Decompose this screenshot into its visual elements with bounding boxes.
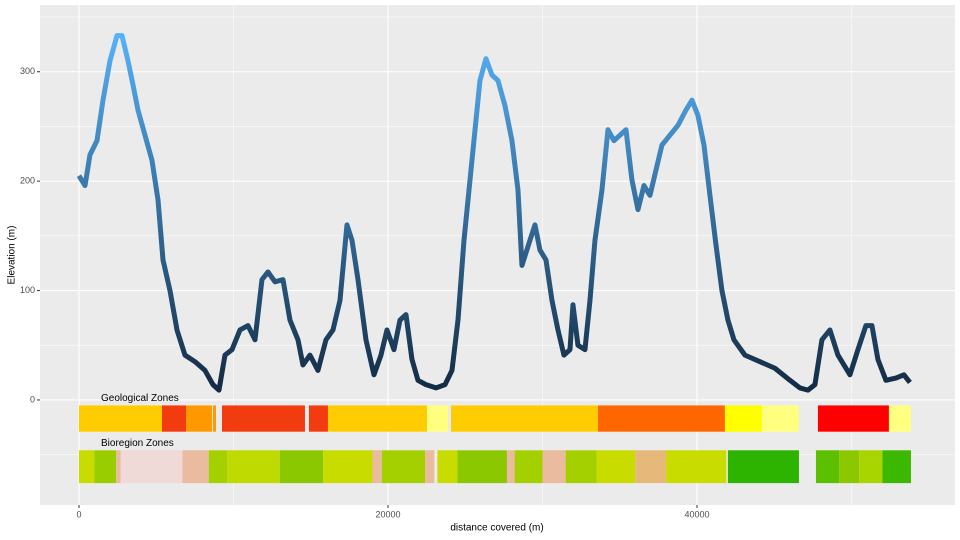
zone-segment <box>882 450 911 484</box>
zone-segment <box>327 405 427 432</box>
zone-segment <box>839 450 860 484</box>
zone-segment <box>565 450 597 484</box>
x-tick-label: 40000 <box>684 509 709 519</box>
zone-segment <box>426 405 448 432</box>
zone-segment <box>597 405 725 432</box>
zone-segment <box>761 405 799 432</box>
zone-segment <box>506 450 515 484</box>
zone-segment <box>78 405 162 432</box>
zone-segment <box>817 405 889 432</box>
zone-segment <box>666 450 727 484</box>
y-tick-label: 200 <box>20 176 35 186</box>
zone-segment <box>161 405 186 432</box>
zone-segment <box>888 405 911 432</box>
zone-segment <box>212 405 216 432</box>
zone-segment <box>208 450 228 484</box>
zone-segment <box>381 450 426 484</box>
y-tick-label: 100 <box>20 285 35 295</box>
zone-segment <box>78 450 95 484</box>
zone-segment <box>596 450 636 484</box>
x-axis-title: distance covered (m) <box>450 523 543 534</box>
elevation-line <box>76 33 912 393</box>
zone-segment <box>94 450 117 484</box>
zone-segment <box>815 450 840 484</box>
axes: 0 100 200 300 0 20000 40000 <box>20 66 710 519</box>
zone-segment <box>182 450 209 484</box>
zone-segment <box>450 405 598 432</box>
zone-segment <box>859 450 883 484</box>
zone-segment <box>120 450 183 484</box>
zone-segment <box>308 405 328 432</box>
zone-segment <box>227 450 280 484</box>
zone-segment <box>221 405 305 432</box>
zone-segment <box>116 450 121 484</box>
zone-segment <box>514 450 543 484</box>
y-axis-title: Elevation (m) <box>7 226 18 285</box>
x-tick-label: 0 <box>76 509 81 519</box>
y-tick-label: 0 <box>30 394 35 404</box>
zone-segment <box>457 450 507 484</box>
grid <box>40 5 955 505</box>
zone-segment <box>437 450 458 484</box>
zone-segment <box>279 450 324 484</box>
y-tick-label: 300 <box>20 66 35 76</box>
lines <box>76 33 912 393</box>
zone-segment <box>425 450 435 484</box>
zone-segment <box>323 450 373 484</box>
zone-segment <box>185 405 212 432</box>
x-tick-label: 20000 <box>375 509 400 519</box>
zone-segment <box>727 450 799 484</box>
zones: Geological Zones Bioregion Zones <box>78 393 911 484</box>
zone-segment <box>724 405 762 432</box>
zone-segment <box>372 450 382 484</box>
zone-label: Bioregion Zones <box>101 438 174 449</box>
zone-label: Geological Zones <box>101 393 179 404</box>
zone-segment <box>635 450 667 484</box>
zone-segment <box>542 450 566 484</box>
